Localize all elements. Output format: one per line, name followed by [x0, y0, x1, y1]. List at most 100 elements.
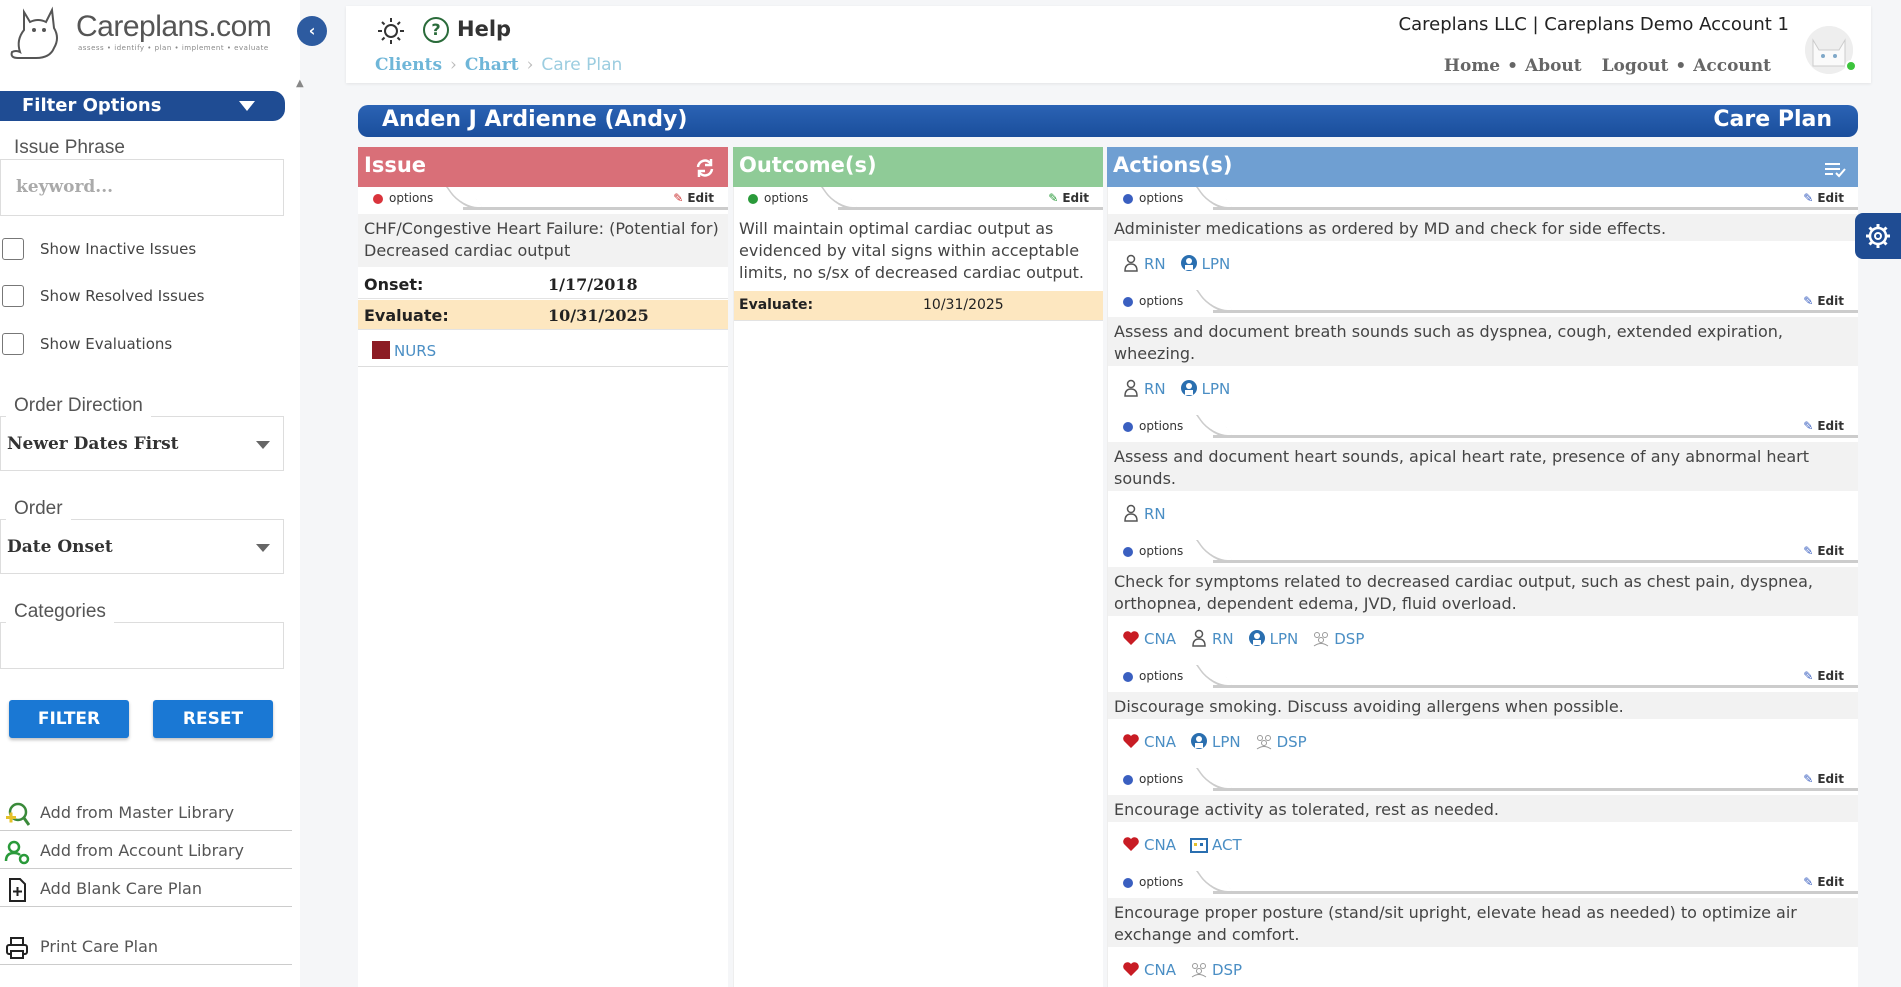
rn-role-icon	[1190, 629, 1208, 647]
reset-button[interactable]: RESET	[153, 700, 273, 738]
settings-button[interactable]	[1855, 213, 1901, 259]
checkbox-box[interactable]	[2, 333, 24, 355]
nav-separator: •	[1675, 56, 1687, 76]
role-lpn[interactable]: LPN	[1190, 732, 1241, 751]
role-dsp[interactable]: DSP	[1255, 732, 1307, 751]
options-button[interactable]: options	[389, 191, 434, 205]
options-button[interactable]: options	[1139, 875, 1184, 889]
options-button[interactable]: options	[1139, 544, 1184, 558]
role-cna[interactable]: CNA	[1122, 732, 1176, 751]
nav-home[interactable]: Home	[1443, 56, 1501, 76]
role-label: CNA	[1144, 961, 1176, 979]
care-plan-title: Care Plan	[1713, 107, 1832, 132]
edit-button[interactable]: ✎ Edit	[1803, 419, 1844, 433]
role-rn[interactable]: RN	[1122, 379, 1166, 398]
edit-button[interactable]: ✎ Edit	[1803, 294, 1844, 308]
refresh-icon[interactable]	[694, 157, 716, 179]
role-lpn[interactable]: LPN	[1180, 379, 1230, 398]
pencil-icon: ✎	[1803, 669, 1814, 683]
help-icon[interactable]: ?	[423, 17, 449, 43]
role-label: LPN	[1269, 630, 1299, 648]
lpn-role-icon	[1248, 629, 1266, 647]
actions-column: options ✎ Edit Administer medications as or…	[1107, 187, 1858, 987]
lpn-role-icon	[1180, 254, 1198, 272]
role-label: CNA	[1144, 836, 1176, 854]
role-cna[interactable]: CNA	[1122, 629, 1176, 648]
online-status-dot	[1845, 60, 1857, 72]
nurse-discipline-icon	[372, 341, 390, 359]
edit-button[interactable]: ✎ Edit	[1803, 772, 1844, 786]
pencil-icon: ✎	[1803, 875, 1814, 889]
options-button[interactable]: options	[1139, 772, 1184, 786]
evaluate-label: Evaluate:	[364, 306, 449, 325]
edit-label: Edit	[1062, 191, 1089, 205]
nav-account[interactable]: Account	[1693, 56, 1771, 76]
breadcrumb-care-plan: Care Plan	[541, 55, 623, 75]
options-button[interactable]: options	[1139, 419, 1184, 433]
printer-icon	[6, 937, 28, 959]
care-plan-title-bar: Anden J Ardienne (Andy) Care Plan	[358, 105, 1858, 137]
action-options-row: options ✎ Edit	[1108, 540, 1858, 564]
edit-button[interactable]: ✎ Edit	[1803, 875, 1844, 889]
action-text: Administer medications as ordered by MD …	[1108, 214, 1858, 241]
collapse-sidebar-button[interactable]: ‹	[297, 16, 327, 46]
edit-label: Edit	[1817, 191, 1844, 205]
sort-list-icon[interactable]	[1824, 161, 1846, 179]
add-from-master-library-link[interactable]: Add from Master Library	[0, 795, 292, 831]
filter-button[interactable]: FILTER	[9, 700, 129, 738]
print-care-plan-link[interactable]: Print Care Plan	[0, 929, 292, 965]
help-link[interactable]: Help	[457, 17, 512, 41]
file-plus-icon	[9, 878, 26, 902]
action-options-row: options ✎ Edit	[1108, 187, 1858, 211]
role-cna[interactable]: CNA	[1122, 835, 1176, 854]
add-blank-care-plan-link[interactable]: Add Blank Care Plan	[0, 871, 292, 907]
nav-about[interactable]: About	[1525, 56, 1582, 76]
theme-toggle-sun-icon[interactable]	[376, 16, 406, 46]
account-name: Careplans LLC | Careplans Demo Account 1	[1398, 14, 1789, 35]
scroll-up-icon[interactable]: ▲	[296, 78, 304, 89]
role-label: CNA	[1144, 733, 1176, 751]
options-button[interactable]: options	[764, 191, 809, 205]
role-lpn[interactable]: LPN	[1248, 629, 1299, 648]
action-status-dot-icon	[1123, 547, 1133, 557]
dsp-role-icon	[1190, 960, 1208, 978]
role-cna[interactable]: CNA	[1122, 960, 1176, 979]
onset-value: 1/17/2018	[548, 275, 638, 294]
edit-button[interactable]: ✎ Edit	[1803, 544, 1844, 558]
nav-logout[interactable]: Logout	[1601, 56, 1669, 76]
role-rn[interactable]: RN	[1190, 629, 1234, 648]
edit-button[interactable]: ✎ Edit	[673, 191, 714, 205]
checkbox-box[interactable]	[2, 285, 24, 307]
role-lpn[interactable]: LPN	[1180, 254, 1230, 273]
options-button[interactable]: options	[1139, 294, 1184, 308]
search-plus-icon	[6, 802, 30, 826]
tab-line	[1213, 435, 1858, 438]
options-button[interactable]: options	[1139, 191, 1184, 205]
discipline-nurs[interactable]: NURS	[372, 341, 436, 360]
action-roles: RN LPN	[1122, 254, 1244, 276]
role-dsp[interactable]: DSP	[1312, 629, 1364, 648]
categories-input[interactable]	[0, 622, 284, 669]
options-button[interactable]: options	[1139, 669, 1184, 683]
breadcrumb-chart[interactable]: Chart	[464, 55, 519, 75]
issue-phrase-input[interactable]	[0, 159, 284, 216]
action-roles: RN	[1122, 504, 1180, 526]
role-act[interactable]: ACT	[1189, 835, 1242, 854]
breadcrumb-clients[interactable]: Clients	[375, 55, 443, 75]
action-options-row: options ✎ Edit	[1108, 415, 1858, 439]
order-select[interactable]	[0, 519, 284, 574]
role-rn[interactable]: RN	[1122, 504, 1166, 523]
logo[interactable]: Careplans.com assess • identify • plan •…	[6, 4, 296, 62]
role-rn[interactable]: RN	[1122, 254, 1166, 273]
edit-label: Edit	[1817, 875, 1844, 889]
edit-button[interactable]: ✎ Edit	[1048, 191, 1089, 205]
action-options-row: options ✎ Edit	[1108, 871, 1858, 895]
checkbox-box[interactable]	[2, 238, 24, 260]
add-from-account-library-link[interactable]: Add from Account Library	[0, 833, 292, 869]
edit-button[interactable]: ✎ Edit	[1803, 669, 1844, 683]
filter-options-toggle[interactable]: Filter Options	[0, 91, 285, 121]
role-dsp[interactable]: DSP	[1190, 960, 1242, 979]
edit-button[interactable]: ✎ Edit	[1803, 191, 1844, 205]
actions-column-header: Actions(s)	[1107, 147, 1858, 187]
action-status-dot-icon	[1123, 775, 1133, 785]
